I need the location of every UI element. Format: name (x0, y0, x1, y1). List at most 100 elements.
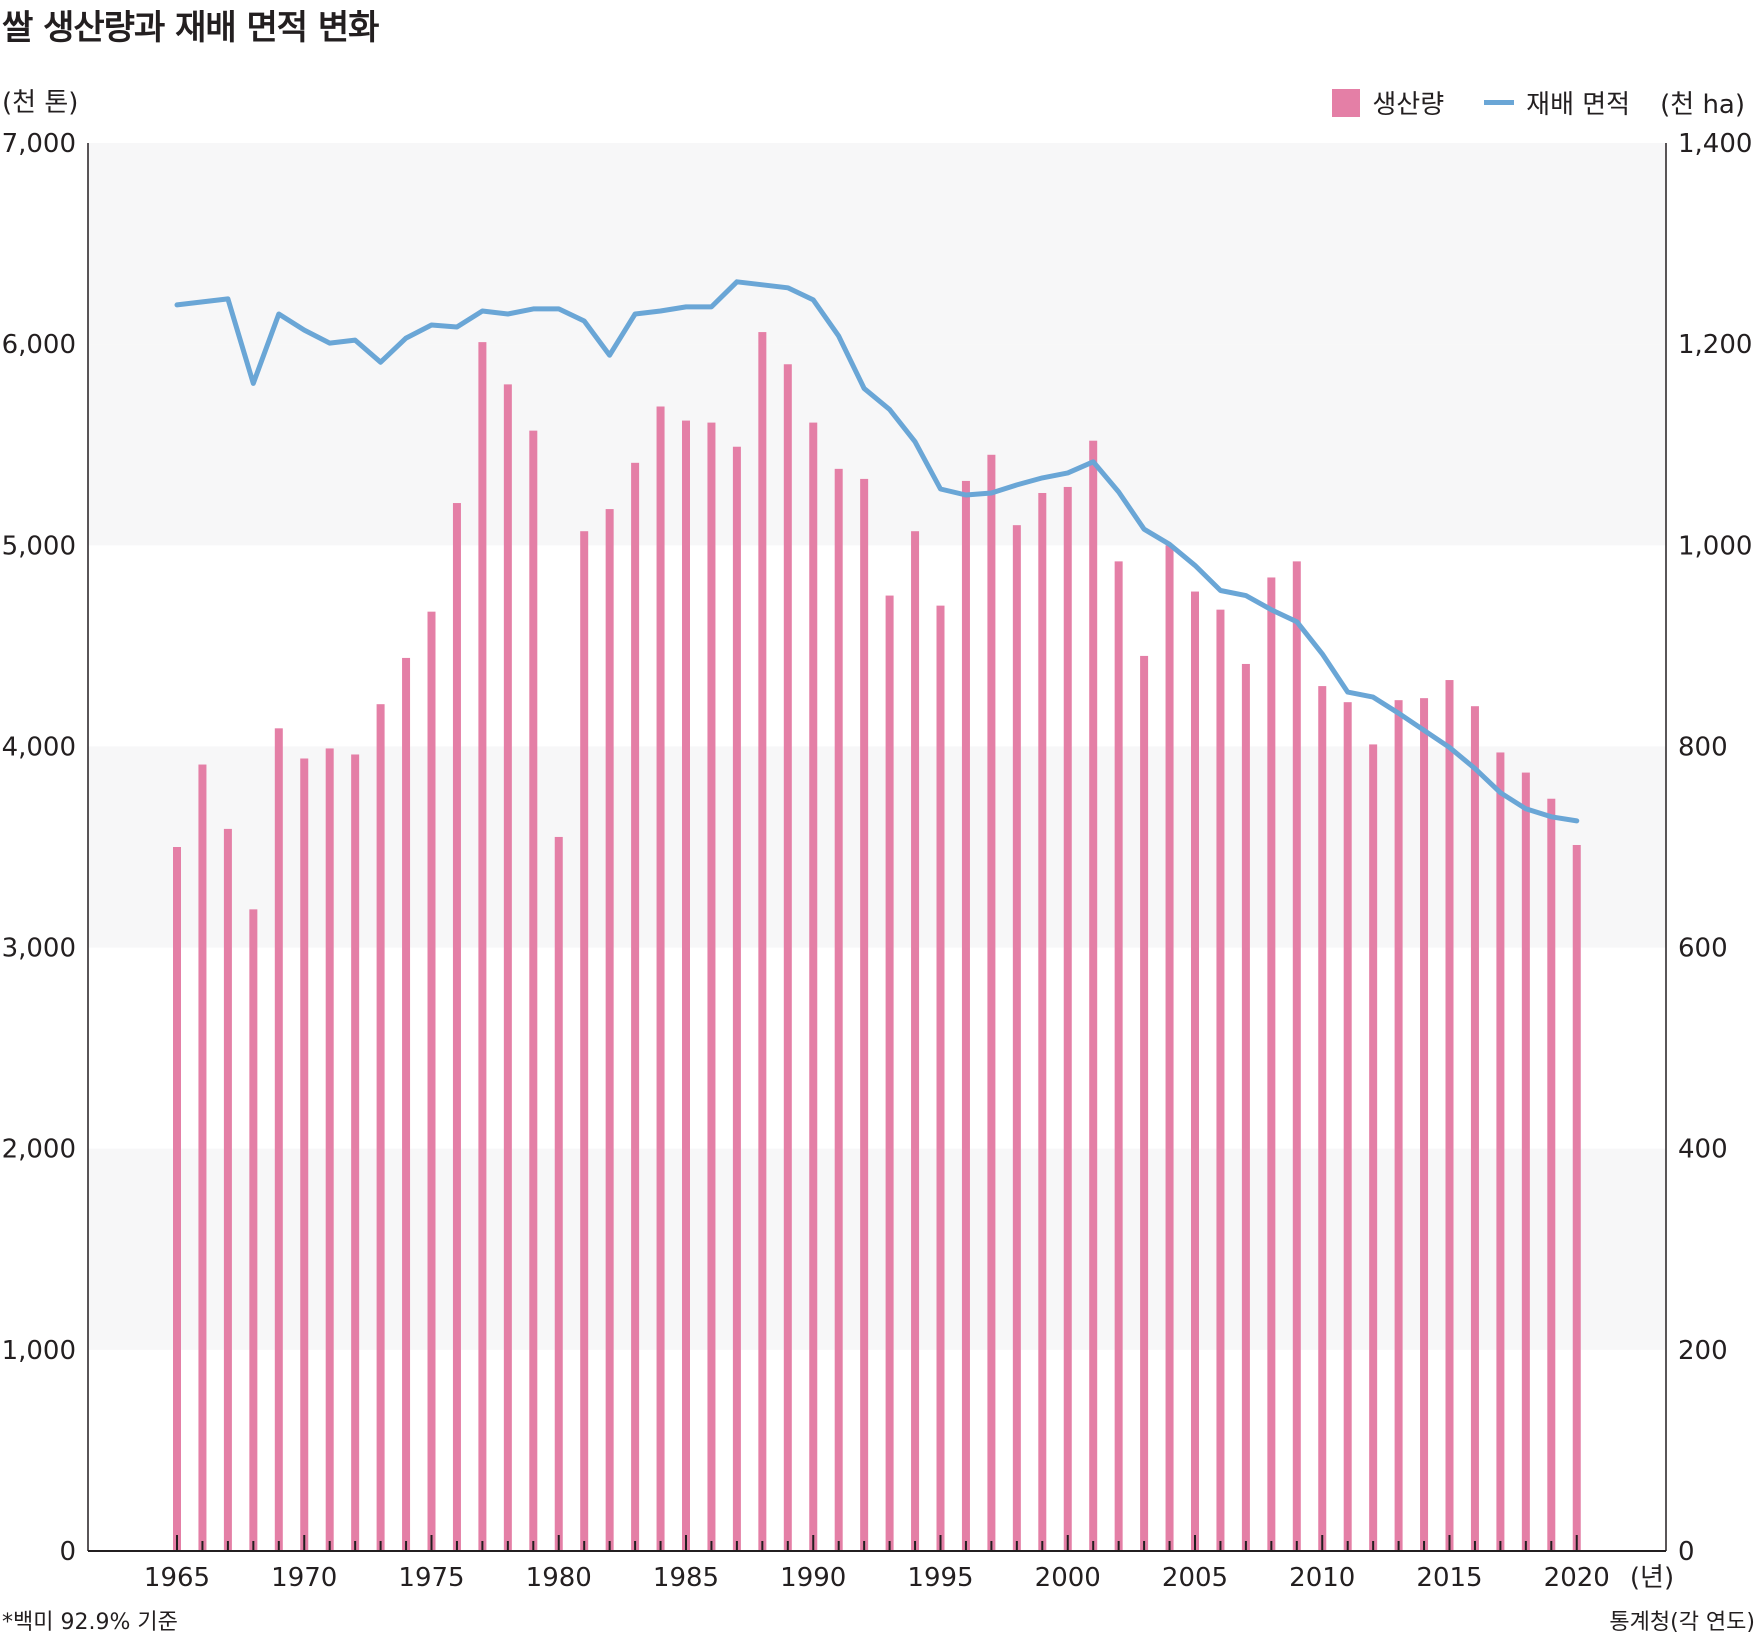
line-series (174, 279, 1580, 824)
y-left-tick-label: 6,000 (2, 330, 76, 360)
y-right-tick-label: 800 (1678, 732, 1728, 762)
x-tick-label: 1965 (144, 1563, 210, 1593)
bar-2018 (1521, 772, 1530, 1551)
y-left-tick-label: 7,000 (2, 129, 76, 159)
x-tick-label: 2020 (1544, 1563, 1610, 1593)
x-tick-label: 2010 (1289, 1563, 1355, 1593)
y-left-tick-label: 2,000 (2, 1135, 76, 1165)
x-tick-label: 1985 (653, 1563, 719, 1593)
y-left-tick-label: 3,000 (2, 934, 76, 964)
bar-1972 (351, 754, 360, 1551)
bar-1998 (1012, 525, 1021, 1552)
bar-2001 (1089, 440, 1098, 1552)
bar-1969 (274, 728, 283, 1551)
bar-2000 (1063, 486, 1072, 1551)
bar-1977 (478, 342, 487, 1551)
bar-1968 (249, 909, 258, 1551)
bar-1997 (987, 454, 996, 1551)
x-tick-label: 1975 (398, 1563, 464, 1593)
bar-1988 (758, 332, 767, 1552)
chart-title: 쌀 생산량과 재배 면적 변화 (2, 8, 379, 48)
bar-2010 (1318, 686, 1327, 1551)
bar-1992 (860, 478, 869, 1551)
grid-band (88, 143, 1666, 345)
bar-2013 (1394, 700, 1403, 1551)
bar-1999 (1038, 492, 1047, 1552)
bar-1974 (402, 657, 411, 1551)
bar-1979 (529, 430, 538, 1551)
bar-2002 (1114, 561, 1123, 1551)
source-note: 통계청(각 연도) (1609, 1610, 1755, 1635)
grid-bands (88, 143, 1666, 1350)
y-right-tick-label: 1,200 (1678, 330, 1752, 360)
bar-2006 (1216, 609, 1225, 1551)
bar-1970 (300, 758, 309, 1551)
bar-2012 (1369, 744, 1378, 1551)
bar-2016 (1470, 706, 1479, 1551)
bar-1995 (936, 605, 945, 1551)
bar-1978 (503, 384, 512, 1551)
legend-bar-label: 생산량 (1372, 90, 1445, 120)
bar-1991 (834, 468, 843, 1551)
bar-2009 (1292, 561, 1301, 1551)
y-left-tick-label: 1,000 (2, 1336, 76, 1366)
bar-2004 (1165, 545, 1174, 1551)
footnote: *백미 92.9% 기준 (2, 1610, 178, 1635)
bar-2019 (1547, 798, 1556, 1551)
x-tick-label: 1970 (271, 1563, 337, 1593)
bar-1980 (554, 836, 563, 1551)
x-axis-unit: (년) (1630, 1563, 1674, 1593)
bar-1989 (783, 364, 792, 1552)
bar-2003 (1140, 655, 1149, 1551)
right-axis-unit: (천 ha) (1660, 90, 1745, 120)
x-tick-label: 2015 (1416, 1563, 1482, 1593)
bar-1987 (732, 446, 741, 1551)
bar-2005 (1191, 591, 1199, 1551)
axes (87, 143, 1667, 1552)
bar-2014 (1420, 698, 1429, 1551)
bar-1965 (173, 847, 181, 1551)
bar-1996 (961, 480, 970, 1551)
legend-line-label: 재배 면적 (1526, 90, 1631, 120)
x-tick-label: 1980 (526, 1563, 592, 1593)
x-tick-label: 1990 (780, 1563, 846, 1593)
x-tick-label: 2005 (1162, 1563, 1228, 1593)
legend: 생산량 재배 면적 (천 ha) (1332, 84, 1745, 121)
bar-2007 (1241, 663, 1250, 1551)
grid-band (88, 1148, 1666, 1350)
bar-1983 (631, 462, 640, 1551)
y-right-tick-label: 1,000 (1678, 531, 1752, 561)
legend-line-swatch (1484, 100, 1515, 105)
y-right-tick-label: 1,400 (1678, 129, 1752, 159)
tick-labels: 0 1,000 2,000 3,000 4,000 5,000 6,000 7,000 0 200… (2, 129, 1753, 1593)
y-left-tick-label: 0 (59, 1537, 76, 1567)
bar-2015 (1445, 680, 1454, 1551)
x-tick-label: 1995 (907, 1563, 973, 1593)
grid-band (88, 746, 1666, 948)
bar-1981 (580, 531, 589, 1551)
bar-1967 (223, 828, 232, 1551)
bar-1993 (885, 595, 894, 1551)
y-left-tick-label: 5,000 (2, 531, 76, 561)
bar-1986 (707, 422, 716, 1551)
bar-1973 (376, 704, 385, 1551)
legend-bar-swatch (1332, 88, 1361, 117)
grid-band (88, 344, 1666, 546)
y-right-tick-label: 0 (1678, 1537, 1695, 1567)
bar-1982 (605, 509, 614, 1552)
bar-1966 (198, 764, 207, 1551)
bar-1990 (809, 422, 818, 1551)
bar-2017 (1496, 752, 1505, 1551)
x-tick-label: 2000 (1035, 1563, 1101, 1593)
left-axis-unit: (천 톤) (2, 88, 79, 118)
bar-series (173, 332, 1581, 1552)
y-right-tick-label: 400 (1678, 1135, 1728, 1165)
y-left-tick-label: 4,000 (2, 732, 76, 762)
bar-1975 (427, 611, 436, 1551)
bar-1976 (452, 503, 461, 1552)
bar-1971 (325, 748, 334, 1551)
line-area (174, 279, 1580, 824)
bar-2008 (1267, 577, 1276, 1551)
bar-1985 (682, 420, 690, 1551)
